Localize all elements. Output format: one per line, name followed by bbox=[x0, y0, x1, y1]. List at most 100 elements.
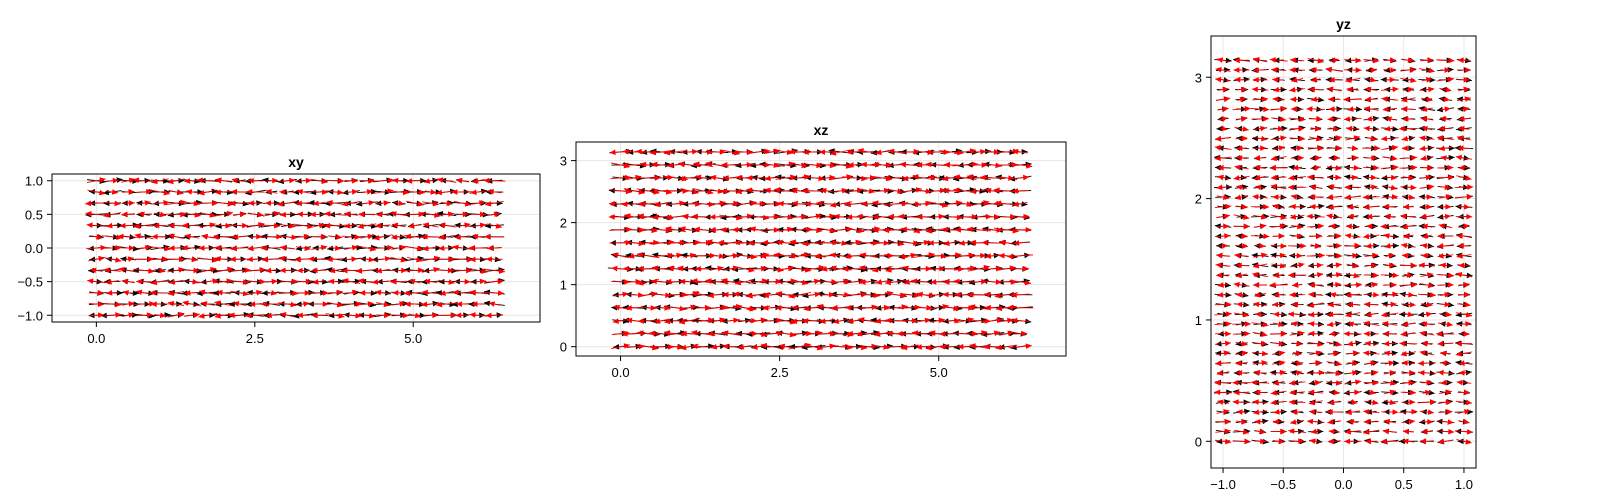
arrow-head bbox=[1023, 174, 1030, 181]
arrow-head bbox=[704, 304, 711, 311]
arrow-head bbox=[1328, 428, 1335, 435]
arrow-head bbox=[111, 189, 119, 195]
arrow-head bbox=[1308, 330, 1315, 337]
arrow-head bbox=[164, 245, 171, 252]
arrow-head bbox=[103, 212, 110, 218]
arrow-head bbox=[609, 149, 616, 156]
arrow-head bbox=[1389, 389, 1396, 396]
arrow-head bbox=[1252, 360, 1259, 366]
arrow-head bbox=[913, 292, 920, 299]
arrow-head bbox=[122, 290, 130, 296]
arrow-head bbox=[289, 177, 296, 184]
arrow-head bbox=[479, 200, 486, 206]
arrow-head bbox=[246, 256, 253, 263]
arrow-head bbox=[888, 304, 895, 311]
arrow-head bbox=[328, 312, 335, 319]
arrow-head bbox=[1261, 350, 1269, 357]
arrow-head bbox=[167, 300, 175, 307]
arrow-head bbox=[694, 330, 701, 337]
arrow-head bbox=[1446, 262, 1453, 269]
arrow-head bbox=[625, 188, 632, 195]
arrow-head bbox=[1316, 272, 1324, 278]
arrow-head bbox=[368, 177, 375, 184]
arrow-head bbox=[788, 253, 795, 259]
arrow-head bbox=[993, 149, 1000, 155]
arrow-head bbox=[1008, 175, 1015, 181]
arrow-head bbox=[211, 200, 218, 206]
arrow-head bbox=[651, 214, 658, 220]
arrow-head bbox=[210, 266, 217, 273]
arrow-head bbox=[134, 233, 142, 239]
arrow-head bbox=[439, 222, 446, 229]
arrow-head bbox=[418, 189, 425, 196]
arrow-head bbox=[1327, 311, 1334, 318]
arrow-head bbox=[214, 244, 221, 251]
arrow-head bbox=[1216, 125, 1223, 132]
arrow-head bbox=[400, 256, 407, 263]
arrow-head bbox=[115, 312, 122, 318]
arrow-head bbox=[196, 177, 203, 184]
arrow-head bbox=[1436, 106, 1444, 113]
arrow-head bbox=[930, 279, 937, 285]
arrow-head bbox=[183, 278, 190, 285]
arrow-head bbox=[735, 279, 742, 286]
arrow-head bbox=[127, 256, 135, 262]
arrow-head bbox=[289, 223, 296, 229]
arrow-head bbox=[857, 148, 864, 154]
arrow-head bbox=[456, 301, 463, 307]
arrow-head bbox=[681, 213, 689, 220]
arrow-head bbox=[787, 214, 794, 220]
arrow-head bbox=[818, 265, 825, 271]
arrow-head bbox=[454, 222, 461, 229]
arrow-head bbox=[923, 239, 930, 246]
arrow-head bbox=[121, 211, 128, 218]
arrow-head bbox=[1446, 379, 1453, 386]
arrow-head bbox=[1400, 408, 1407, 415]
arrow-head bbox=[1345, 409, 1353, 415]
arrow-head bbox=[178, 267, 185, 273]
arrow-head bbox=[1465, 399, 1473, 406]
arrow-head bbox=[622, 148, 629, 155]
x-tick-label: 2.5 bbox=[771, 365, 789, 380]
arrow-head bbox=[1244, 408, 1251, 415]
arrow-head bbox=[1426, 301, 1433, 308]
arrow-head bbox=[925, 188, 932, 194]
arrow-head bbox=[1214, 389, 1221, 396]
arrow-head bbox=[1224, 399, 1231, 405]
arrow-head bbox=[359, 290, 366, 296]
arrow-head bbox=[968, 252, 975, 259]
arrow-head bbox=[902, 175, 909, 182]
arrow-head bbox=[272, 177, 279, 184]
arrow-head bbox=[626, 317, 633, 324]
arrow-head bbox=[899, 161, 907, 168]
arrow-head bbox=[1390, 282, 1397, 288]
arrow-head bbox=[926, 227, 933, 234]
arrow-head bbox=[1254, 370, 1261, 376]
arrow-head bbox=[833, 318, 840, 325]
arrow-head bbox=[1364, 184, 1371, 190]
arrow-head bbox=[677, 344, 684, 350]
arrow-head bbox=[1437, 340, 1444, 347]
arrow-head bbox=[390, 211, 397, 217]
arrow-head bbox=[118, 266, 125, 273]
arrow-head bbox=[708, 317, 715, 324]
arrow-head bbox=[705, 278, 712, 284]
arrow-head bbox=[1007, 330, 1014, 337]
arrow-head bbox=[1344, 272, 1351, 279]
x-tick-label: 5.0 bbox=[404, 331, 422, 346]
arrow-head bbox=[1356, 282, 1362, 288]
arrow-head bbox=[995, 344, 1002, 351]
arrow-head bbox=[1418, 125, 1425, 132]
arrow-head bbox=[1326, 380, 1333, 386]
arrow-head bbox=[103, 200, 110, 207]
arrow-head bbox=[1355, 379, 1362, 386]
arrow-head bbox=[622, 265, 629, 272]
arrow-head bbox=[149, 289, 156, 296]
arrow-head bbox=[801, 162, 808, 169]
arrow-head bbox=[939, 331, 946, 337]
arrow-head bbox=[135, 289, 143, 296]
arrow-head bbox=[1345, 311, 1352, 318]
arrow-head bbox=[356, 244, 363, 251]
arrow-head bbox=[194, 178, 201, 184]
arrow-head bbox=[387, 244, 394, 251]
